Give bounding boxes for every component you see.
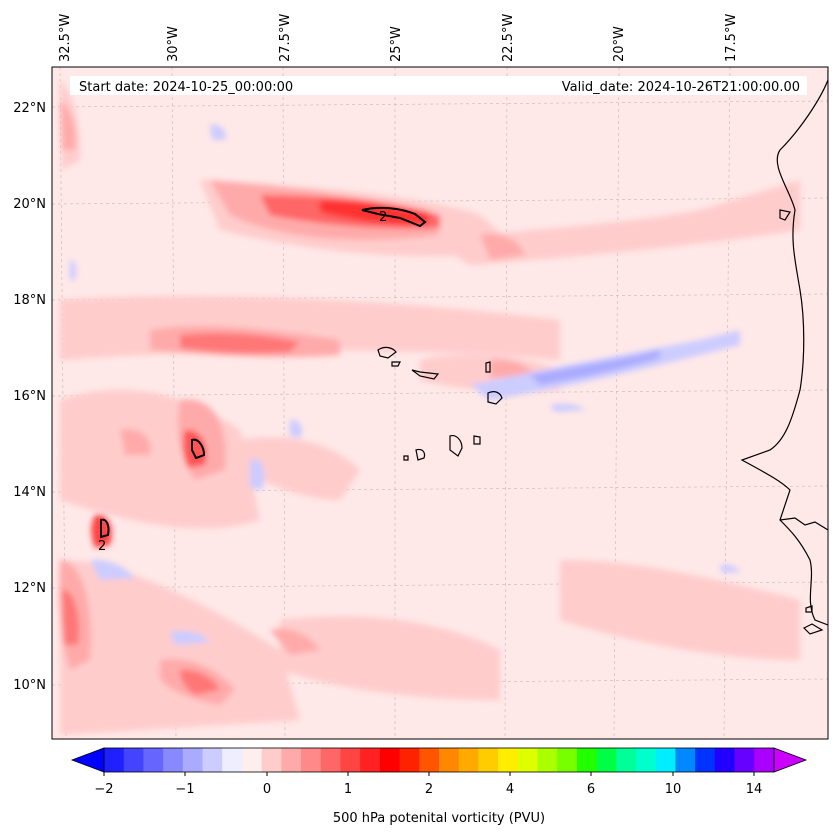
lat-label: 20°N — [13, 197, 46, 212]
colorbar-tick-label: 1 — [344, 782, 352, 797]
colorbar-tick-label: 0 — [263, 782, 271, 797]
africa-coastline — [740, 70, 828, 626]
colorbar-segment — [261, 748, 282, 772]
colorbar-segment — [360, 748, 381, 772]
island-sao-nicolau — [411, 369, 440, 380]
colorbar-tick-label: 4 — [506, 782, 514, 797]
colorbar-segment — [714, 748, 736, 772]
date-banner — [70, 76, 807, 95]
colorbar-segment — [143, 748, 164, 772]
colorbar-ticks — [103, 772, 755, 776]
colorbar-segment — [241, 748, 263, 772]
island-coast-north — [779, 209, 791, 221]
lat-label: 16°N — [13, 389, 46, 404]
senegal-coast — [779, 517, 828, 531]
colorbar-segment — [340, 748, 361, 772]
colorbar-segment — [301, 748, 322, 772]
start-date-label: Start date: 2024-10-25_00:00:00 — [79, 80, 293, 95]
pv-field — [59, 80, 800, 735]
colorbar-segment — [281, 748, 302, 772]
colorbar-segment — [399, 748, 420, 772]
colorbar-high-arrow — [773, 747, 808, 773]
coastlines — [377, 70, 828, 635]
colorbar-segment — [104, 748, 125, 772]
lat-label: 14°N — [13, 485, 46, 500]
colorbar-low-arrow — [70, 747, 105, 773]
lon-label: 27.5°W — [278, 14, 293, 62]
colorbar: −2 −1 0 1 2 4 6 10 14 500 hPa potenital … — [70, 747, 808, 826]
colorbar-segment — [419, 748, 440, 772]
colorbar-segment — [458, 748, 479, 772]
colorbar-segment — [655, 748, 676, 772]
lon-label: 30°W — [166, 26, 181, 62]
valid-date-label: Valid_date: 2024-10-26T21:00:00.00 — [562, 80, 800, 95]
colorbar-segment — [596, 748, 617, 772]
pv-contours — [100, 206, 427, 539]
colorbar-tick-label: 14 — [746, 782, 763, 797]
colorbar-segment — [734, 748, 755, 772]
colorbar-title: 500 hPa potenital vorticity (PVU) — [333, 811, 545, 826]
island-bijagos — [802, 623, 824, 635]
lat-labels: 22°N 20°N 18°N 16°N 14°N 12°N 10°N — [13, 101, 46, 693]
colorbar-segment — [163, 748, 184, 772]
map-frame — [51, 66, 829, 740]
colorbar-frame — [103, 747, 775, 773]
contour-2pvu-south — [100, 518, 110, 539]
colorbar-segment — [576, 748, 598, 772]
colorbar-segment — [675, 748, 696, 772]
contour-label-south: 2 — [98, 539, 106, 554]
colorbar-segments — [104, 748, 775, 772]
island-santo-antao — [377, 346, 397, 359]
colorbar-segment — [202, 748, 223, 772]
colorbar-segment — [123, 748, 144, 772]
colorbar-tick-label: 6 — [587, 782, 595, 797]
island-brava — [403, 455, 409, 461]
colorbar-segment — [222, 748, 243, 772]
colorbar-segment — [695, 748, 716, 772]
lon-labels: 32.5°W 30°W 27.5°W 25°W 22.5°W 20°W 17.5… — [58, 14, 739, 62]
lat-label: 18°N — [13, 293, 46, 308]
colorbar-segment — [182, 748, 204, 772]
contour-2pvu-north — [361, 206, 427, 228]
colorbar-segment — [478, 748, 499, 772]
island-fogo — [415, 448, 426, 461]
lat-label: 12°N — [13, 581, 46, 596]
colorbar-segment — [537, 748, 558, 772]
lat-label: 22°N — [13, 101, 46, 116]
colorbar-segment — [498, 748, 519, 772]
colorbar-tick-label: −2 — [94, 782, 113, 797]
lon-label: 17.5°W — [724, 14, 739, 62]
colorbar-segment — [636, 748, 657, 772]
contour-2pvu-central — [191, 438, 206, 460]
colorbar-segment — [557, 748, 578, 772]
lon-label: 20°W — [612, 26, 627, 62]
island-sao-vicente — [391, 361, 401, 367]
island-santiago — [449, 435, 463, 457]
lon-label: 25°W — [389, 26, 404, 62]
colorbar-tick-label: 2 — [425, 782, 433, 797]
island-maio — [473, 435, 481, 445]
colorbar-segment — [616, 748, 637, 772]
island-sal — [485, 361, 491, 373]
contour-label-north: 2 — [379, 210, 387, 225]
island-boa-vista — [487, 391, 503, 405]
colorbar-segment — [439, 748, 460, 772]
lat-label: 10°N — [13, 678, 46, 693]
colorbar-segment — [379, 748, 401, 772]
lon-label: 32.5°W — [58, 14, 73, 62]
lon-label: 22.5°W — [501, 14, 516, 62]
map-panel: 2 2 Start date: 2024-10-25_00:00:00 Vali… — [52, 67, 828, 739]
island-coast-guinea — [805, 605, 813, 613]
colorbar-tick-label: 10 — [665, 782, 682, 797]
colorbar-segment — [320, 748, 341, 772]
colorbar-tick-label: −1 — [175, 782, 194, 797]
colorbar-segment — [517, 748, 539, 772]
colorbar-segment — [754, 748, 775, 772]
